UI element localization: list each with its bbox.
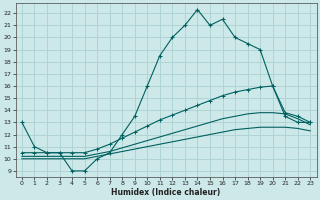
X-axis label: Humidex (Indice chaleur): Humidex (Indice chaleur)	[111, 188, 221, 197]
